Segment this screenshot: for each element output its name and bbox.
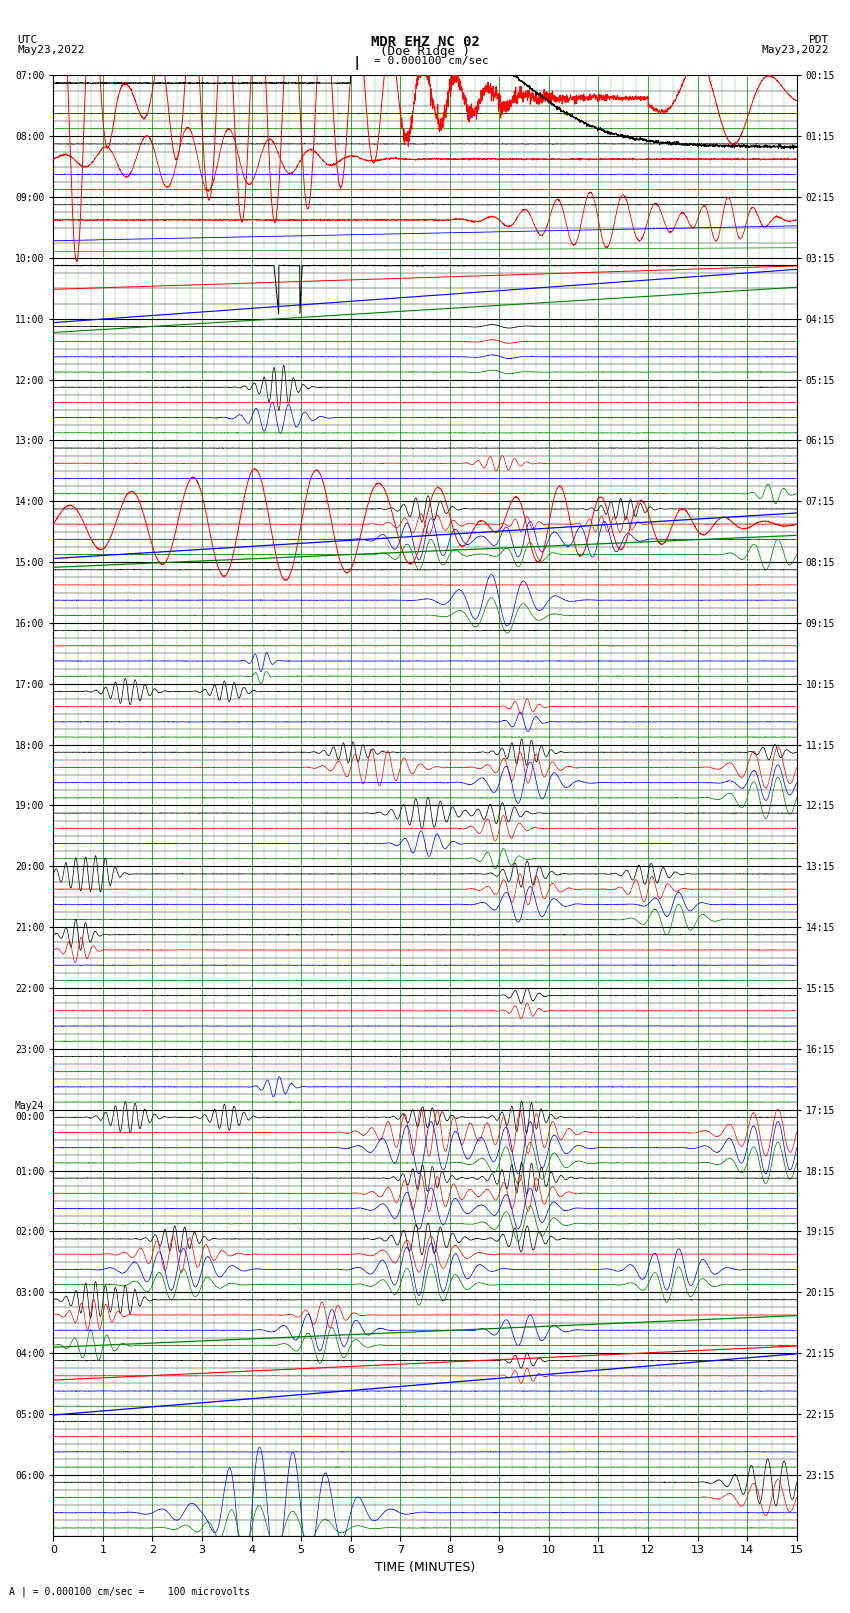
X-axis label: TIME (MINUTES): TIME (MINUTES) [375,1561,475,1574]
Text: UTC: UTC [17,35,37,45]
Text: MDR EHZ NC 02: MDR EHZ NC 02 [371,35,479,50]
Text: PDT: PDT [808,35,829,45]
Text: | = 0.000100 cm/sec =    100 microvolts: | = 0.000100 cm/sec = 100 microvolts [21,1586,251,1597]
Text: (Doe Ridge ): (Doe Ridge ) [380,45,470,58]
Text: May23,2022: May23,2022 [762,45,829,55]
Text: A: A [8,1587,14,1597]
Text: May23,2022: May23,2022 [17,45,84,55]
Text: |: | [353,56,361,71]
Text: = 0.000100 cm/sec: = 0.000100 cm/sec [374,56,489,66]
